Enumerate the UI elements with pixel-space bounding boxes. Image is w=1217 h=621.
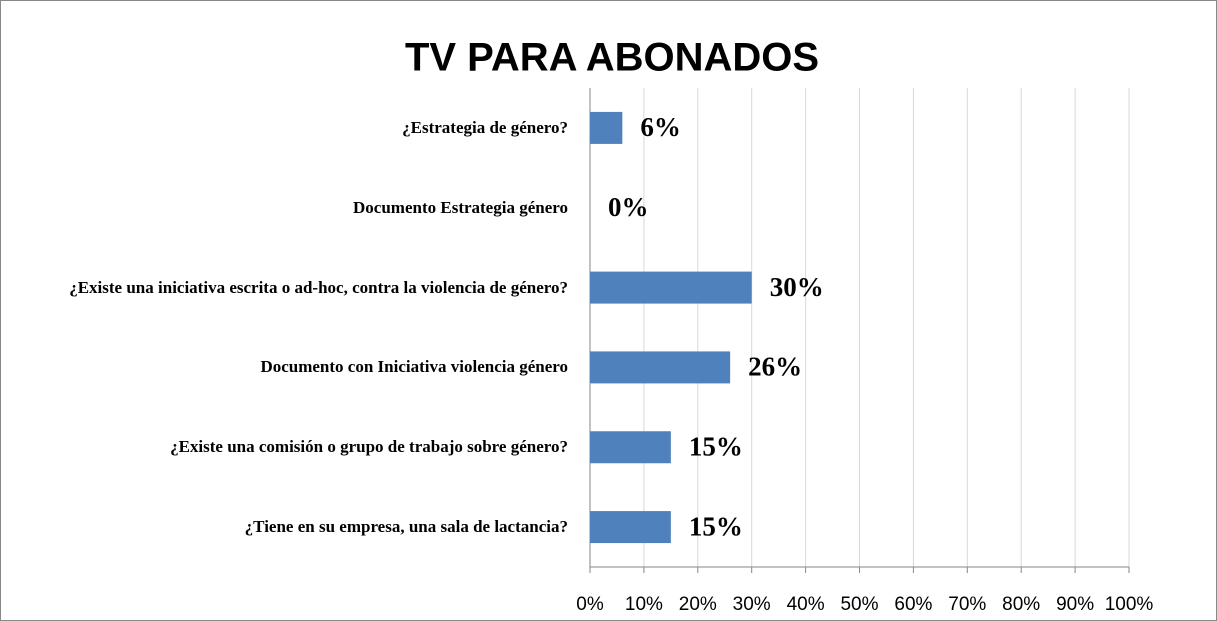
x-tick-label: 50%: [840, 594, 878, 615]
bar: [590, 431, 671, 464]
x-tick-label: 30%: [733, 594, 771, 615]
y-tick-label: Documento con Iniciativa violencia géner…: [260, 357, 568, 377]
x-tick-label: 60%: [894, 594, 932, 615]
bar: [590, 511, 671, 544]
bar: [590, 351, 731, 384]
x-tick-label: 20%: [679, 594, 717, 615]
x-tick-label: 0%: [576, 594, 604, 615]
y-tick-label: Documento Estrategia género: [353, 197, 568, 217]
x-tick-label: 70%: [948, 594, 986, 615]
value-label: 6%: [640, 112, 681, 142]
value-label: 15%: [689, 511, 743, 541]
value-label: 30%: [770, 272, 824, 302]
bar: [590, 111, 623, 144]
x-tick-label: 100%: [1105, 594, 1154, 615]
value-label: 26%: [748, 352, 802, 382]
value-label: 15%: [689, 431, 743, 461]
x-tick-label: 10%: [625, 594, 663, 615]
y-tick-label: ¿Existe una comisión o grupo de trabajo …: [170, 437, 568, 457]
x-tick-label: 80%: [1002, 594, 1040, 615]
bar: [590, 271, 752, 304]
x-tick-label: 90%: [1056, 594, 1094, 615]
chart-title: TV PARA ABONADOS: [405, 36, 819, 80]
y-tick-label: ¿Tiene en su empresa, una sala de lactan…: [244, 517, 568, 537]
x-tick-label: 40%: [787, 594, 825, 615]
y-tick-label: ¿Estrategia de género?: [402, 117, 568, 137]
value-label: 0%: [608, 192, 649, 222]
y-tick-label: ¿Existe una iniciativa escrita o ad-hoc,…: [69, 277, 568, 297]
